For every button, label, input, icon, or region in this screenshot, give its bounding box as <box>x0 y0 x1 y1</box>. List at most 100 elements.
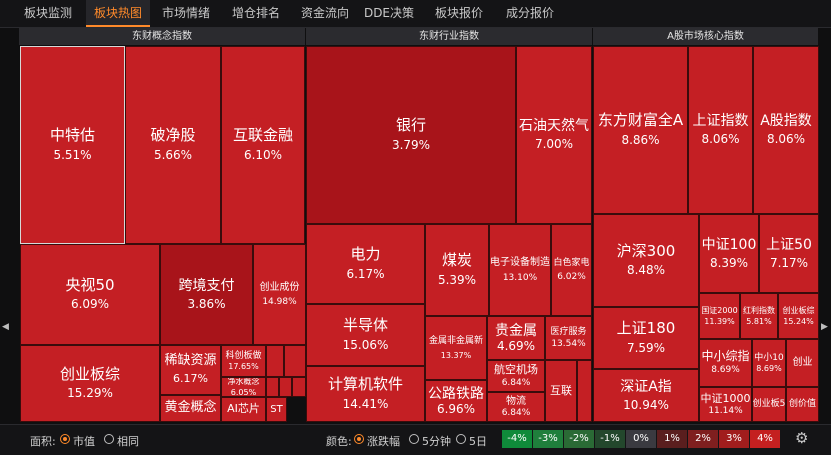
heatmap-tile[interactable]: 创业板5 <box>752 387 786 422</box>
heatmap-tile[interactable]: 中小综指 8.69% <box>699 339 752 387</box>
heatmap-tile[interactable] <box>266 345 284 377</box>
tile-change: 6.02% <box>557 272 586 282</box>
heatmap-tile[interactable]: 白色家电 6.02% <box>551 224 592 316</box>
area-radio-marketcap[interactable] <box>60 434 70 444</box>
heatmap-tile[interactable]: 电子设备制造 13.10% <box>489 224 551 316</box>
heatmap-tile[interactable]: 创业板综 15.24% <box>778 293 819 339</box>
heatmap-tile[interactable]: 创业 <box>786 339 819 387</box>
legend-cell: 2% <box>688 430 718 448</box>
tab-2[interactable]: 市场情绪 <box>161 6 210 20</box>
color-option-change[interactable]: 涨跌幅 <box>367 435 400 448</box>
color-radio-change[interactable] <box>354 434 364 444</box>
tile-name: 创业 <box>792 357 813 369</box>
footer-bar: 面积: 市值 相同 颜色: 涨跌幅 5分钟 5日 -4% -3% -2% -1% 0% 1… <box>0 424 831 455</box>
tile-change: 6.05% <box>230 387 257 397</box>
heatmap-tile[interactable]: 上证指数 8.06% <box>688 46 753 214</box>
tile-change: 11.39% <box>704 316 735 326</box>
heatmap-tile[interactable]: A股指数 8.06% <box>753 46 819 214</box>
tile-name: 中证100 <box>701 236 757 253</box>
heatmap-tile[interactable] <box>279 377 292 397</box>
heatmap-tile[interactable]: 公路铁路 6.96% <box>425 380 487 422</box>
color-option-5min[interactable]: 5分钟 <box>422 435 451 448</box>
tile-name: 科创板做 <box>225 350 262 361</box>
scroll-right-icon[interactable]: ▶ <box>821 322 828 332</box>
tab-0[interactable]: 板块监测 <box>23 6 72 20</box>
tile-name: 红利指数 <box>743 306 775 316</box>
tab-1[interactable]: 板块热图 <box>86 0 150 27</box>
heatmap-tile[interactable]: 互联 <box>545 360 577 422</box>
tab-3[interactable]: 增仓排名 <box>231 6 280 20</box>
heatmap-tile[interactable]: 计算机软件 14.41% <box>306 366 425 422</box>
heatmap-tile[interactable]: 中小10 8.69% <box>752 339 786 387</box>
tile-name: 上证50 <box>766 236 812 253</box>
heatmap-tile[interactable]: 贵金属 4.69% <box>487 316 545 360</box>
tile-name: 贵金属 <box>495 322 537 339</box>
tab-7[interactable]: 成分报价 <box>505 6 554 20</box>
heatmap-tile[interactable]: 创价值 <box>786 387 819 422</box>
heatmap-tile[interactable]: 银行 3.79% <box>306 46 516 224</box>
tile-name: 中特估 <box>49 126 95 145</box>
heatmap-tile[interactable]: 国证2000 11.39% <box>699 293 740 339</box>
heatmap-tile[interactable]: 黄金概念 <box>160 395 221 422</box>
scroll-left-icon[interactable]: ◀ <box>2 322 9 332</box>
tile-name: 央视50 <box>65 275 115 294</box>
area-option-equal[interactable]: 相同 <box>117 435 139 448</box>
color-radio-5min[interactable] <box>409 434 419 444</box>
heatmap-tile[interactable]: 半导体 15.06% <box>306 304 425 366</box>
heatmap-tile[interactable]: 上证180 7.59% <box>593 307 699 369</box>
heatmap-tile[interactable]: AI芯片 <box>221 397 266 422</box>
heatmap-tile[interactable]: 稀缺资源 6.17% <box>160 345 221 395</box>
tile-change: 6.09% <box>70 297 110 312</box>
tab-6[interactable]: 板块报价 <box>434 6 483 20</box>
heatmap-tile[interactable]: 金属非金属新 13.37% <box>425 316 487 380</box>
tile-name: 上证180 <box>616 319 676 338</box>
area-option-marketcap[interactable]: 市值 <box>73 435 95 448</box>
heatmap-tile[interactable]: 物流 6.84% <box>487 392 545 422</box>
heatmap-tile[interactable]: 医疗服务 13.54% <box>545 316 592 360</box>
heatmap-tile[interactable]: 深证A指 10.94% <box>593 369 699 422</box>
legend-cell: 0% <box>626 430 656 448</box>
heatmap-tile[interactable]: 互联金融 6.10% <box>221 46 305 244</box>
tile-name: 航空机场 <box>494 363 538 376</box>
heatmap-tile[interactable]: 破净股 5.66% <box>125 46 221 244</box>
heatmap-tile[interactable]: 沪深300 8.48% <box>593 214 699 307</box>
heatmap-tile[interactable]: 科创板做 17.65% <box>221 345 266 377</box>
legend-cell: -2% <box>564 430 594 448</box>
heatmap-tile[interactable]: 创业板综 15.29% <box>20 345 160 422</box>
tile-change: 6.10% <box>243 147 283 162</box>
heatmap-tile[interactable]: 中证1000 11.14% <box>699 387 752 422</box>
area-radio-equal[interactable] <box>104 434 114 444</box>
panel-header-2: A股市场核心指数 <box>593 28 819 45</box>
heatmap-tile[interactable]: 中证100 8.39% <box>699 214 759 293</box>
heatmap-tile[interactable]: 东方财富全A 8.86% <box>593 46 688 214</box>
tile-name: 电力 <box>350 245 381 264</box>
tile-name: 半导体 <box>342 316 388 335</box>
heatmap-tile[interactable] <box>284 345 306 377</box>
tile-change: 3.79% <box>391 137 431 152</box>
heatmap-tile[interactable]: ST <box>266 397 287 422</box>
heatmap-tile[interactable]: 创业成份 14.98% <box>253 244 306 345</box>
heatmap-tile[interactable] <box>577 360 592 422</box>
gear-icon[interactable]: ⚙ <box>795 429 809 447</box>
color-radio-5day[interactable] <box>456 434 466 444</box>
panel-header-0: 东财概念指数 <box>19 28 306 45</box>
heatmap-tile[interactable] <box>292 377 306 397</box>
tab-5[interactable]: DDE决策 <box>363 6 415 20</box>
heatmap-tile[interactable]: 央视50 6.09% <box>20 244 160 345</box>
heatmap-tile[interactable]: 电力 6.17% <box>306 224 425 304</box>
heatmap-tile[interactable]: 跨境支付 3.86% <box>160 244 253 345</box>
heatmap-tile[interactable]: 石油天然气 7.00% <box>516 46 592 224</box>
heatmap-tile[interactable] <box>266 377 279 397</box>
color-option-5day[interactable]: 5日 <box>469 435 487 448</box>
legend-cell: -3% <box>533 430 563 448</box>
heatmap-tile[interactable]: 红利指数 5.81% <box>740 293 778 339</box>
panel-header-1: 东财行业指数 <box>306 28 593 45</box>
heatmap-tile[interactable]: 净水概念 6.05% <box>221 377 266 397</box>
tab-4[interactable]: 资金流向 <box>300 6 349 20</box>
heatmap-tile[interactable]: 上证50 7.17% <box>759 214 819 293</box>
heatmap-tile[interactable]: 中特估 5.51% <box>20 46 125 244</box>
heatmap-tile[interactable]: 煤炭 5.39% <box>425 224 489 316</box>
heatmap-tile[interactable]: 航空机场 6.84% <box>487 360 545 392</box>
tile-name: 互联金融 <box>232 126 293 145</box>
